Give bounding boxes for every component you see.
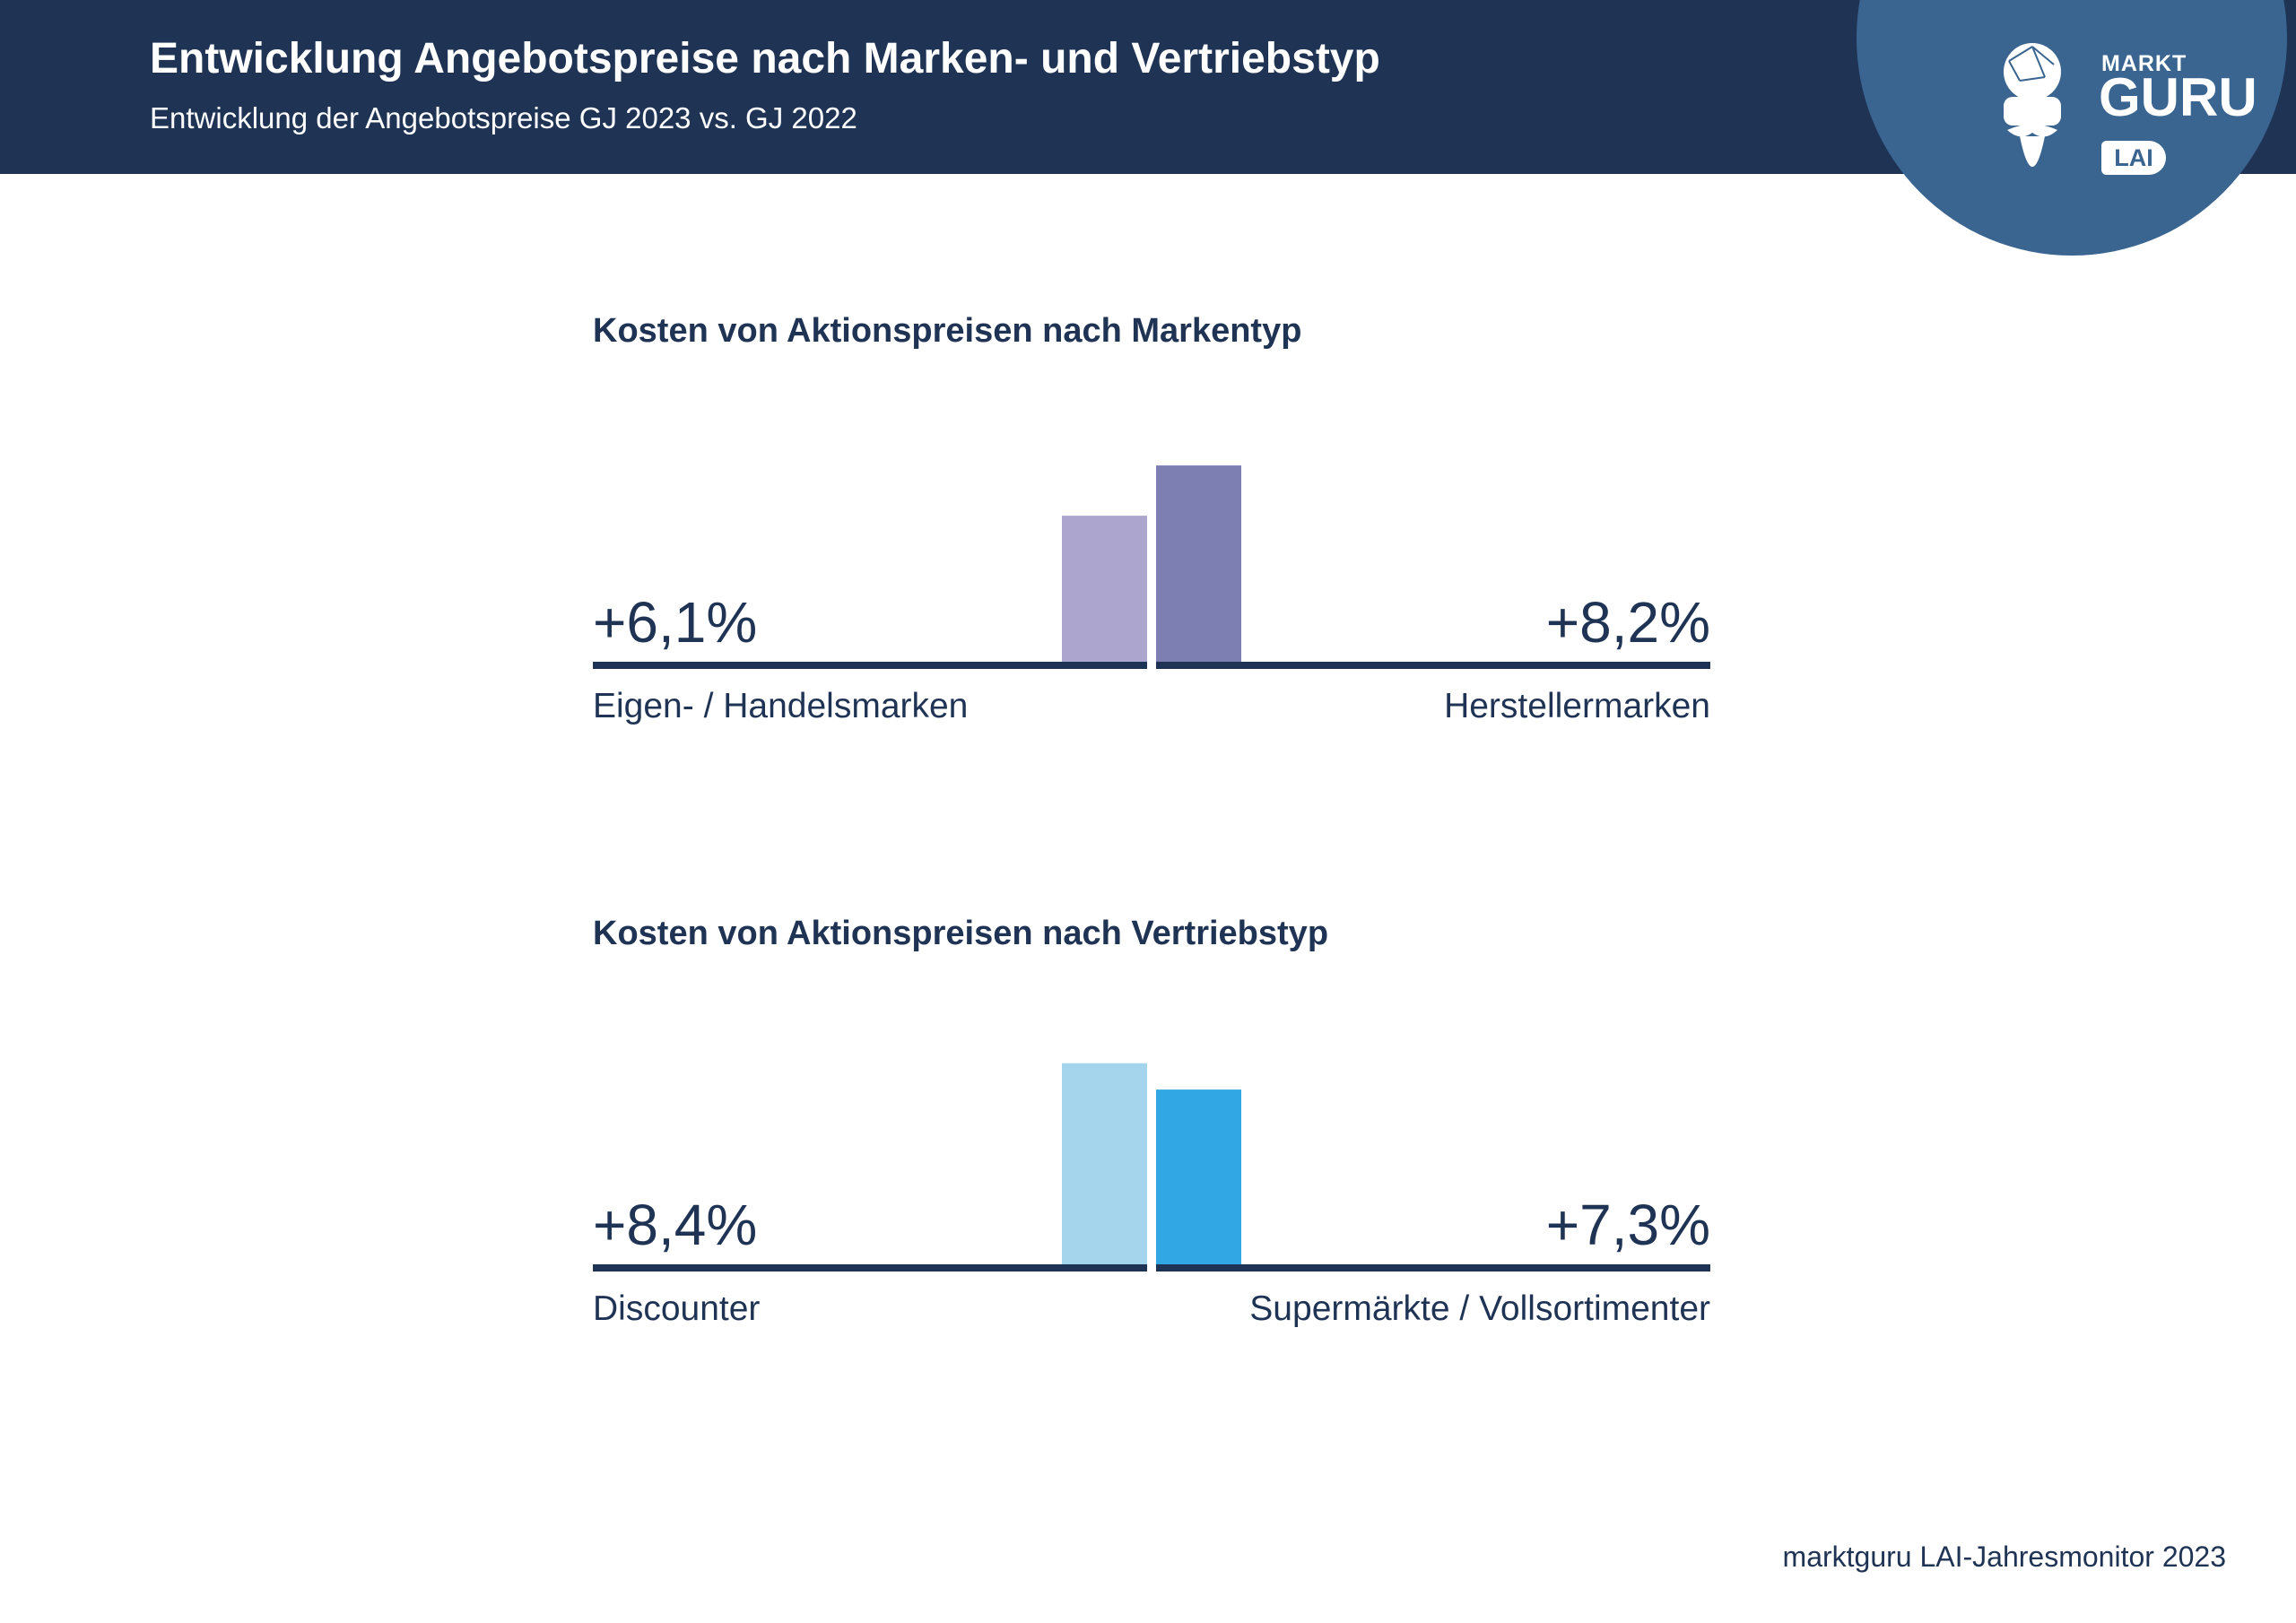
value-label-left: +6,1% <box>593 590 757 655</box>
category-label-left: Eigen- / Handelsmarken <box>593 687 968 725</box>
source-note: marktguru LAI-Jahresmonitor 2023 <box>1782 1541 2226 1573</box>
chart-vertriebstyp: +8,4% +7,3% Discounter Supermärkte / Vol… <box>593 1063 1710 1328</box>
chart-markentyp: +6,1% +8,2% Eigen- / Handelsmarken Herst… <box>593 465 1710 725</box>
page-subtitle: Entwicklung der Angebotspreise GJ 2023 v… <box>150 101 857 135</box>
category-label-right: Supermärkte / Vollsortimenter <box>1249 1289 1710 1328</box>
logo-guru-text: GURU <box>2099 67 2257 127</box>
markt-guru-mascot-icon <box>2004 43 2061 167</box>
logo-lai-badge: LAI <box>2101 141 2166 175</box>
value-label-right: +8,2% <box>1546 590 1710 655</box>
category-label-left: Discounter <box>593 1289 760 1328</box>
bar-left <box>1062 516 1147 662</box>
value-label-right: +7,3% <box>1546 1193 1710 1257</box>
chart-title: Kosten von Aktionspreisen nach Vertriebs… <box>593 915 1329 952</box>
logo-markt-text: MARKT <box>2101 51 2187 76</box>
chart-title: Kosten von Aktionspreisen nach Markentyp <box>593 312 1302 350</box>
category-label-right: Herstellermarken <box>1444 687 1710 725</box>
value-label-left: +8,4% <box>593 1193 757 1257</box>
chart-panel-markentyp: Kosten von Aktionspreisen nach Markentyp… <box>593 312 1710 778</box>
chart-panel-vertriebstyp: Kosten von Aktionspreisen nach Vertriebs… <box>593 915 1710 1381</box>
bar-right <box>1156 1089 1241 1264</box>
page-title: Entwicklung Angebotspreise nach Marken- … <box>150 35 1380 82</box>
bar-right <box>1156 465 1241 662</box>
bar-left <box>1062 1063 1147 1264</box>
